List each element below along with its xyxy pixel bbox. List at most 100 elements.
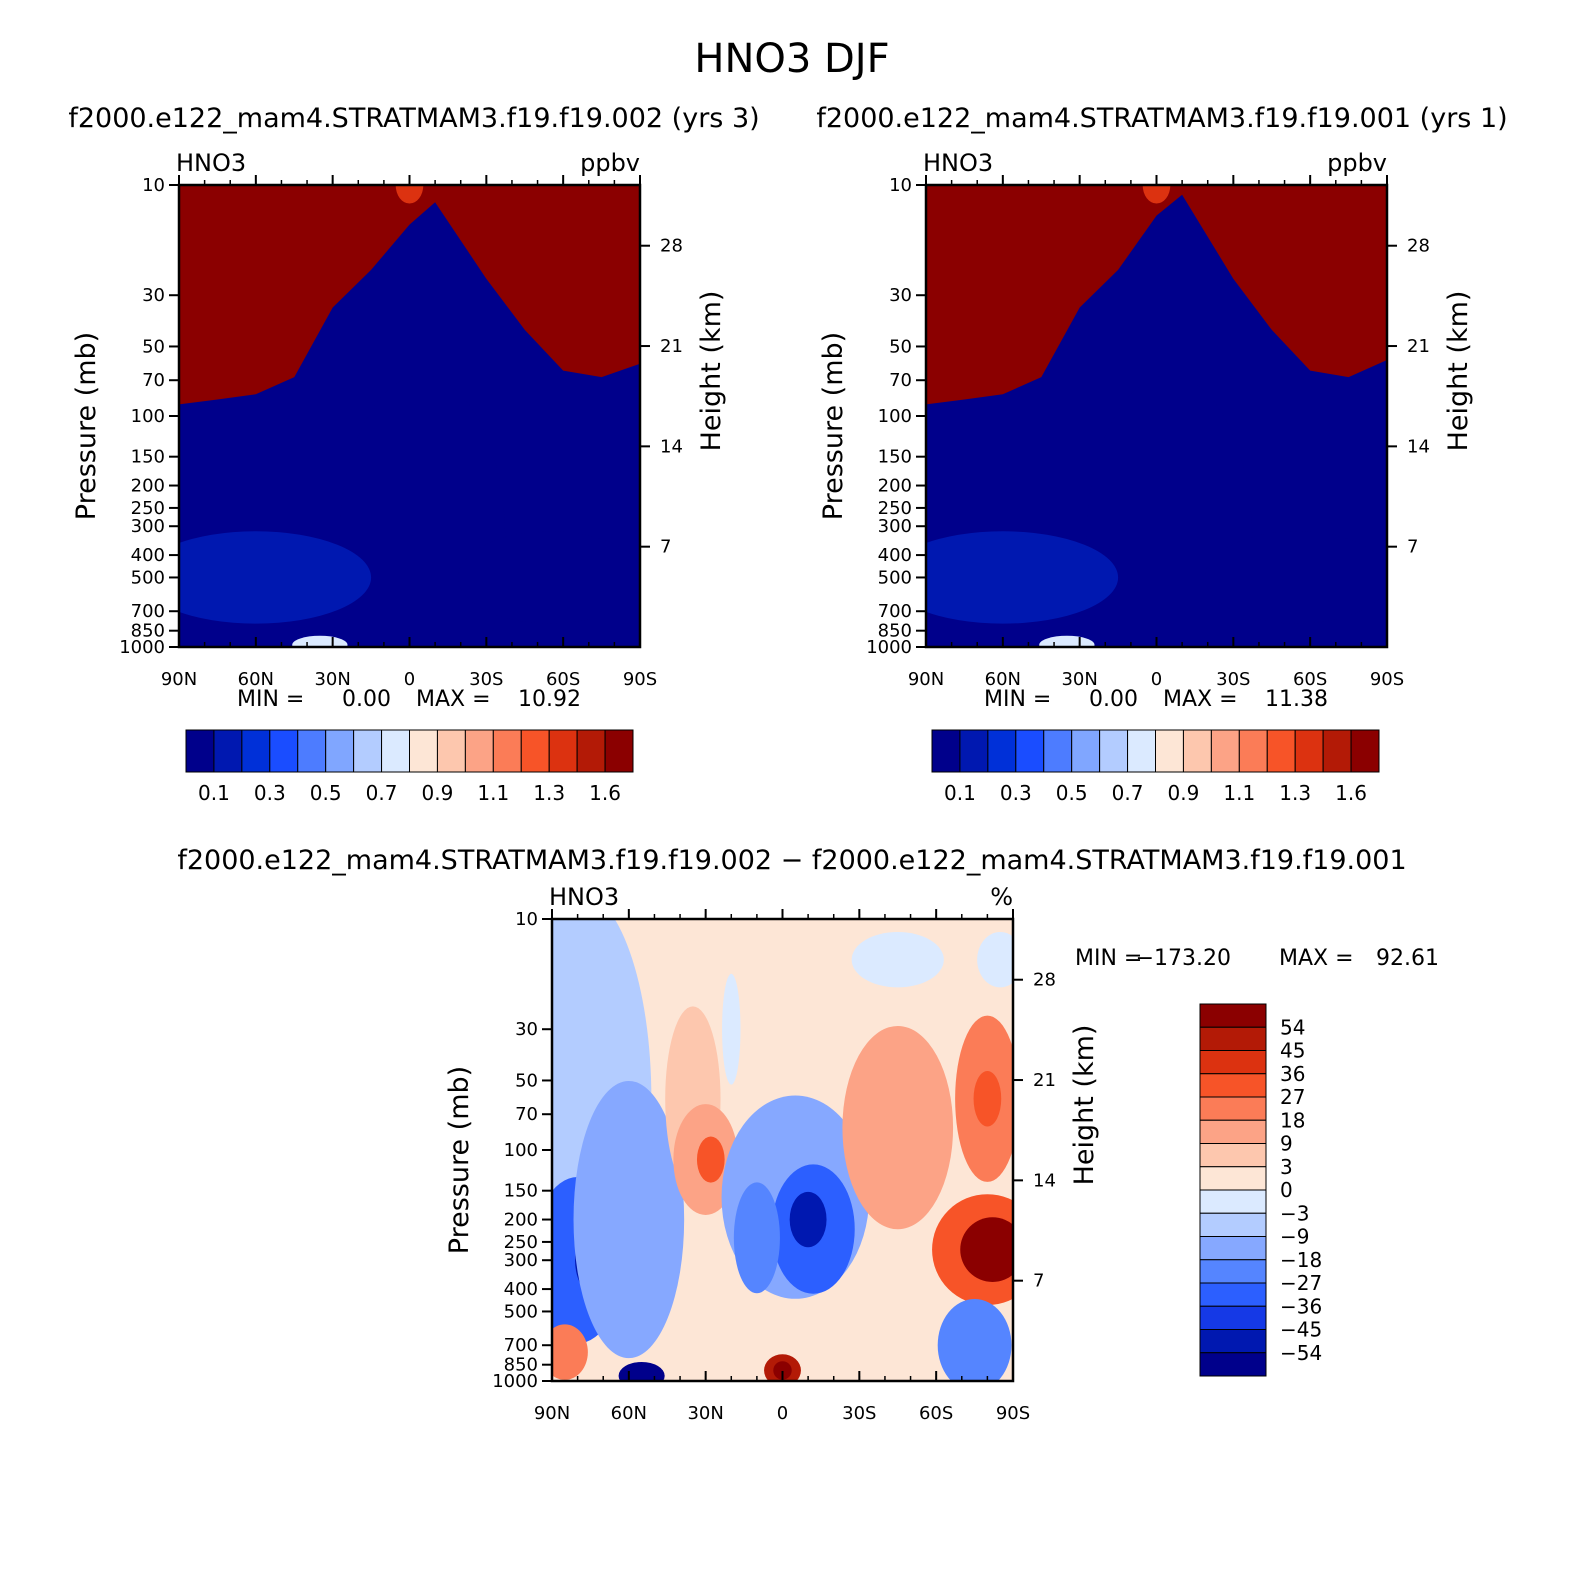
chart-panel-1: 90N 60N 30N 0 30S 60S 90S 10 30 50 70 100 150 2002503… — [71, 149, 727, 805]
y-tick-label: 70 — [889, 370, 912, 391]
min-value: 0.00 — [342, 687, 391, 712]
colorbar-swatch — [1199, 1282, 1267, 1307]
colorbar: 0.1 0.3 0.5 0.7 0.9 1.1 1.3 1.6 — [185, 729, 634, 805]
y-tick-label: 150 — [131, 447, 165, 468]
colorbar-swatch — [1199, 1166, 1267, 1191]
colorbar-swatch — [1199, 1259, 1267, 1284]
contour-band — [733, 1182, 780, 1294]
colorbar-swatch — [1199, 1305, 1267, 1330]
colorbar-swatch — [1210, 729, 1240, 773]
colorbar-label: 45 — [1280, 1039, 1305, 1063]
colorbar-swatch — [213, 729, 243, 773]
x-tick-label: 30S — [842, 1403, 876, 1424]
x-tick-label: 60S — [919, 1403, 953, 1424]
y-axis-title: Pressure (mb) — [444, 1066, 475, 1254]
variable-label: HNO3 — [176, 149, 246, 177]
y-right-tick-label: 21 — [1033, 1070, 1056, 1091]
y-right-tick-label: 21 — [660, 336, 683, 357]
y-tick-label: 500 — [131, 567, 165, 588]
colorbar-label: 0.3 — [1000, 781, 1032, 805]
colorbar-swatch — [604, 729, 634, 773]
x-tick-label: 90N — [161, 669, 197, 690]
colorbar-swatch — [1199, 1236, 1267, 1261]
y-axis-title: Pressure (mb) — [71, 332, 102, 520]
y-tick-label: 50 — [889, 336, 912, 357]
min-label: MIN = — [1075, 946, 1142, 971]
colorbar-label: 9 — [1280, 1132, 1293, 1156]
contour-band — [773, 1361, 792, 1380]
y-right-axis-title: Height (km) — [696, 291, 727, 452]
figure-title: HNO3 DJF — [694, 36, 889, 82]
y-tick-label: 1000 — [119, 637, 165, 658]
y-tick-label: 400 — [131, 545, 165, 566]
colorbar-swatch — [492, 729, 522, 773]
colorbar-label: −27 — [1280, 1271, 1322, 1295]
x-tick-label: 0 — [404, 669, 415, 690]
colorbar-label: −54 — [1280, 1341, 1322, 1365]
max-value: 92.61 — [1376, 946, 1439, 971]
contour-band — [179, 531, 372, 624]
x-tick-label: 90S — [623, 669, 657, 690]
y-tick-label: 200 — [504, 1210, 538, 1231]
colorbar: 0.1 0.3 0.5 0.7 0.9 1.1 1.3 1.6 — [931, 729, 1380, 805]
colorbar-label: 3 — [1280, 1155, 1293, 1179]
colorbar-swatch — [1071, 729, 1101, 773]
panel1-title: f2000.e122_mam4.STRATMAM3.f19.f19.002 (y… — [68, 103, 759, 134]
colorbar-swatch — [959, 729, 989, 773]
colorbar-label: −3 — [1280, 1201, 1309, 1225]
max-label: MAX = — [416, 687, 491, 712]
colorbar-label: 54 — [1280, 1015, 1305, 1039]
colorbar-swatch — [381, 729, 410, 773]
contour-band — [395, 185, 424, 204]
colorbar-swatch — [325, 729, 355, 773]
colorbar-swatch — [1266, 729, 1296, 773]
y-tick-label: 50 — [142, 336, 165, 357]
contour-field — [552, 919, 1013, 1381]
y-right-tick-label: 14 — [660, 436, 683, 457]
max-label: MAX = — [1163, 687, 1238, 712]
colorbar-swatch — [185, 729, 215, 773]
colorbar-swatch — [1199, 1329, 1267, 1354]
x-tick-label: 30N — [1061, 669, 1097, 690]
panel2-title: f2000.e122_mam4.STRATMAM3.f19.f19.001 (y… — [816, 103, 1507, 134]
colorbar-label: 0.7 — [366, 781, 398, 805]
units-label: ppbv — [1327, 149, 1387, 177]
x-tick-label: 60N — [611, 1403, 647, 1424]
y-tick-label: 50 — [515, 1070, 538, 1091]
colorbar-swatch — [1199, 1143, 1267, 1168]
colorbar-swatch — [931, 729, 961, 773]
colorbar-swatch — [548, 729, 578, 773]
colorbar-label: −9 — [1280, 1225, 1309, 1249]
contour-band — [573, 1080, 685, 1359]
x-tick-label: 90S — [996, 1403, 1030, 1424]
colorbar-swatch — [353, 729, 383, 773]
contour-band — [851, 931, 944, 988]
x-tick-label: 30S — [1216, 669, 1250, 690]
y-right-tick-label: 28 — [1033, 970, 1056, 991]
y-tick-label: 250 — [878, 498, 912, 519]
y-right-tick-label: 7 — [660, 537, 671, 558]
colorbar-label: 1.6 — [589, 781, 621, 805]
x-tick-label: 90S — [1370, 669, 1404, 690]
y-tick-label: 100 — [878, 406, 912, 427]
y-tick-label: 100 — [504, 1140, 538, 1161]
colorbar-swatch — [436, 729, 466, 773]
y-tick-label: 400 — [878, 545, 912, 566]
colorbar-swatch — [1350, 729, 1380, 773]
colorbar-label: 27 — [1280, 1085, 1305, 1109]
colorbar-label: 0.9 — [422, 781, 454, 805]
contour-band — [339, 375, 506, 647]
colorbar-label: 0.5 — [1056, 781, 1088, 805]
colorbar-label: 1.3 — [1279, 781, 1311, 805]
colorbar-swatch — [1199, 1050, 1267, 1075]
units-label: % — [990, 883, 1013, 911]
y-right-tick-label: 28 — [660, 236, 683, 257]
y-tick-label: 250 — [504, 1232, 538, 1253]
y-tick-label: 1000 — [866, 637, 912, 658]
contour-band — [1039, 635, 1095, 647]
y-axis-title: Pressure (mb) — [818, 332, 849, 520]
y-right-tick-label: 7 — [1033, 1271, 1044, 1292]
colorbar-swatch — [520, 729, 550, 773]
y-right-tick-label: 14 — [1407, 436, 1430, 457]
